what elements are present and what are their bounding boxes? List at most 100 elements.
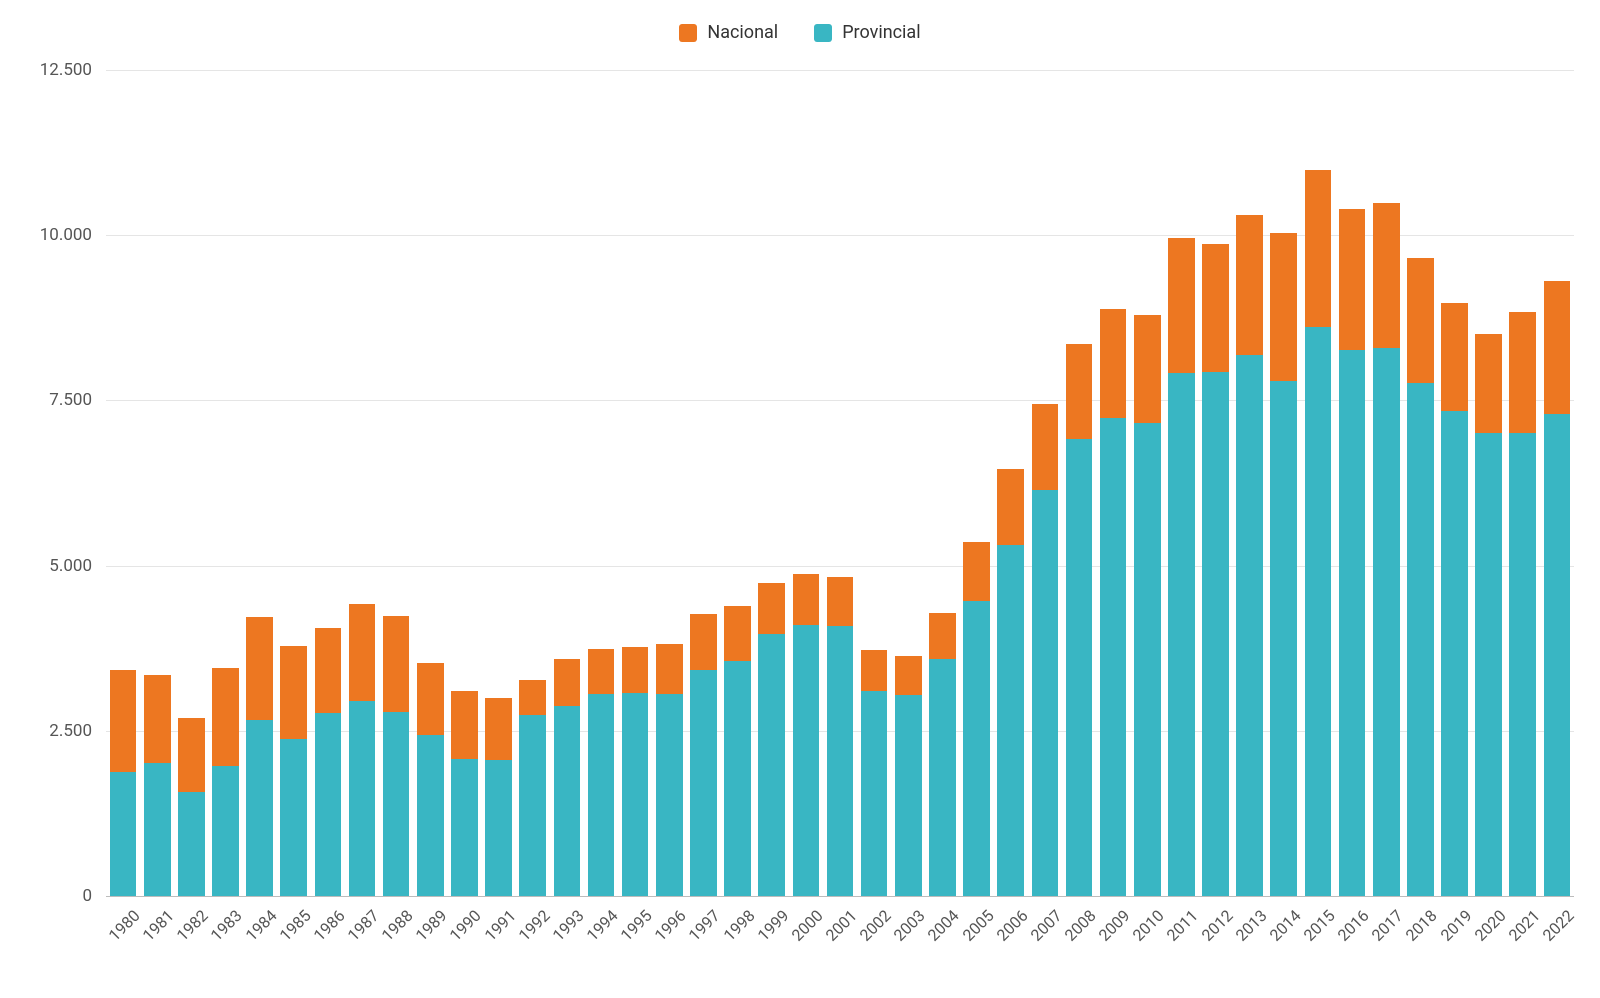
bar-1982[interactable] — [178, 70, 205, 896]
bar-seg-provincial[interactable] — [485, 760, 512, 896]
bar-seg-provincial[interactable] — [690, 670, 717, 896]
bar-seg-nacional[interactable] — [1509, 312, 1536, 433]
bar-seg-provincial[interactable] — [144, 763, 171, 896]
bar-seg-provincial[interactable] — [1305, 327, 1332, 896]
bar-seg-nacional[interactable] — [963, 542, 990, 601]
bar-seg-nacional[interactable] — [1305, 170, 1332, 327]
bar-2013[interactable] — [1236, 70, 1263, 896]
bar-seg-provincial[interactable] — [1032, 490, 1059, 896]
bar-seg-provincial[interactable] — [1339, 350, 1366, 896]
bar-seg-provincial[interactable] — [1066, 439, 1093, 896]
bar-seg-provincial[interactable] — [622, 693, 649, 896]
bar-1993[interactable] — [554, 70, 581, 896]
bar-seg-provincial[interactable] — [861, 691, 888, 896]
bar-1991[interactable] — [485, 70, 512, 896]
bar-seg-provincial[interactable] — [963, 601, 990, 896]
bar-seg-nacional[interactable] — [349, 604, 376, 701]
bar-seg-nacional[interactable] — [1407, 258, 1434, 382]
bar-2014[interactable] — [1270, 70, 1297, 896]
bar-seg-provincial[interactable] — [1168, 373, 1195, 896]
bar-seg-nacional[interactable] — [1441, 303, 1468, 411]
bar-seg-provincial[interactable] — [588, 694, 615, 896]
bar-seg-nacional[interactable] — [315, 628, 342, 713]
bar-seg-provincial[interactable] — [1134, 423, 1161, 896]
bar-seg-nacional[interactable] — [144, 675, 171, 762]
bar-seg-provincial[interactable] — [451, 759, 478, 896]
bar-seg-provincial[interactable] — [1100, 418, 1127, 896]
bar-seg-nacional[interactable] — [690, 614, 717, 670]
bar-1997[interactable] — [690, 70, 717, 896]
bar-1998[interactable] — [724, 70, 751, 896]
bar-seg-nacional[interactable] — [212, 668, 239, 766]
bar-2015[interactable] — [1305, 70, 1332, 896]
bar-seg-nacional[interactable] — [1032, 404, 1059, 490]
bar-1983[interactable] — [212, 70, 239, 896]
bar-seg-provincial[interactable] — [554, 706, 581, 896]
bar-2022[interactable] — [1544, 70, 1571, 896]
bar-seg-provincial[interactable] — [110, 772, 137, 896]
bar-seg-provincial[interactable] — [895, 695, 922, 896]
bar-2011[interactable] — [1168, 70, 1195, 896]
bar-seg-provincial[interactable] — [724, 661, 751, 896]
bar-seg-provincial[interactable] — [758, 634, 785, 896]
bar-1992[interactable] — [519, 70, 546, 896]
bar-1989[interactable] — [417, 70, 444, 896]
bar-seg-nacional[interactable] — [929, 613, 956, 659]
bar-1990[interactable] — [451, 70, 478, 896]
bar-seg-provincial[interactable] — [1544, 414, 1571, 896]
bar-seg-provincial[interactable] — [280, 739, 307, 896]
bar-2017[interactable] — [1373, 70, 1400, 896]
bar-seg-provincial[interactable] — [1441, 411, 1468, 896]
bar-1994[interactable] — [588, 70, 615, 896]
bar-2001[interactable] — [827, 70, 854, 896]
bar-seg-provincial[interactable] — [929, 659, 956, 896]
bar-seg-nacional[interactable] — [1475, 334, 1502, 434]
bar-seg-nacional[interactable] — [280, 646, 307, 739]
bar-seg-nacional[interactable] — [588, 649, 615, 695]
bar-1987[interactable] — [349, 70, 376, 896]
bar-seg-nacional[interactable] — [246, 617, 273, 721]
bar-seg-nacional[interactable] — [827, 577, 854, 626]
bar-1988[interactable] — [383, 70, 410, 896]
bar-seg-provincial[interactable] — [1202, 372, 1229, 896]
bar-1996[interactable] — [656, 70, 683, 896]
bar-2008[interactable] — [1066, 70, 1093, 896]
bar-seg-nacional[interactable] — [724, 606, 751, 661]
bar-seg-provincial[interactable] — [383, 712, 410, 896]
bar-seg-nacional[interactable] — [1168, 238, 1195, 373]
bar-seg-nacional[interactable] — [451, 691, 478, 759]
bar-2018[interactable] — [1407, 70, 1434, 896]
bar-seg-nacional[interactable] — [554, 659, 581, 705]
bar-seg-nacional[interactable] — [656, 644, 683, 694]
bar-2004[interactable] — [929, 70, 956, 896]
bar-seg-nacional[interactable] — [417, 663, 444, 734]
bar-2021[interactable] — [1509, 70, 1536, 896]
bar-seg-nacional[interactable] — [622, 647, 649, 693]
bar-2005[interactable] — [963, 70, 990, 896]
bar-seg-provincial[interactable] — [1270, 381, 1297, 896]
bar-seg-nacional[interactable] — [519, 680, 546, 715]
legend-item-nacional[interactable]: Nacional — [679, 22, 778, 43]
bar-2016[interactable] — [1339, 70, 1366, 896]
bar-seg-provincial[interactable] — [656, 694, 683, 896]
bar-seg-provincial[interactable] — [1407, 383, 1434, 896]
bar-seg-nacional[interactable] — [1544, 281, 1571, 414]
bar-1981[interactable] — [144, 70, 171, 896]
bar-1984[interactable] — [246, 70, 273, 896]
bar-seg-nacional[interactable] — [485, 698, 512, 760]
bar-seg-provincial[interactable] — [793, 625, 820, 896]
bar-seg-provincial[interactable] — [519, 715, 546, 896]
bar-seg-provincial[interactable] — [827, 626, 854, 896]
bar-seg-nacional[interactable] — [758, 583, 785, 634]
bar-seg-nacional[interactable] — [1100, 309, 1127, 418]
bar-seg-nacional[interactable] — [1066, 344, 1093, 438]
bar-seg-provincial[interactable] — [1236, 355, 1263, 896]
bar-2006[interactable] — [997, 70, 1024, 896]
bar-seg-provincial[interactable] — [1509, 433, 1536, 896]
bar-2000[interactable] — [793, 70, 820, 896]
bar-2007[interactable] — [1032, 70, 1059, 896]
bar-1999[interactable] — [758, 70, 785, 896]
bar-2010[interactable] — [1134, 70, 1161, 896]
bar-seg-provincial[interactable] — [1373, 348, 1400, 896]
bar-1995[interactable] — [622, 70, 649, 896]
